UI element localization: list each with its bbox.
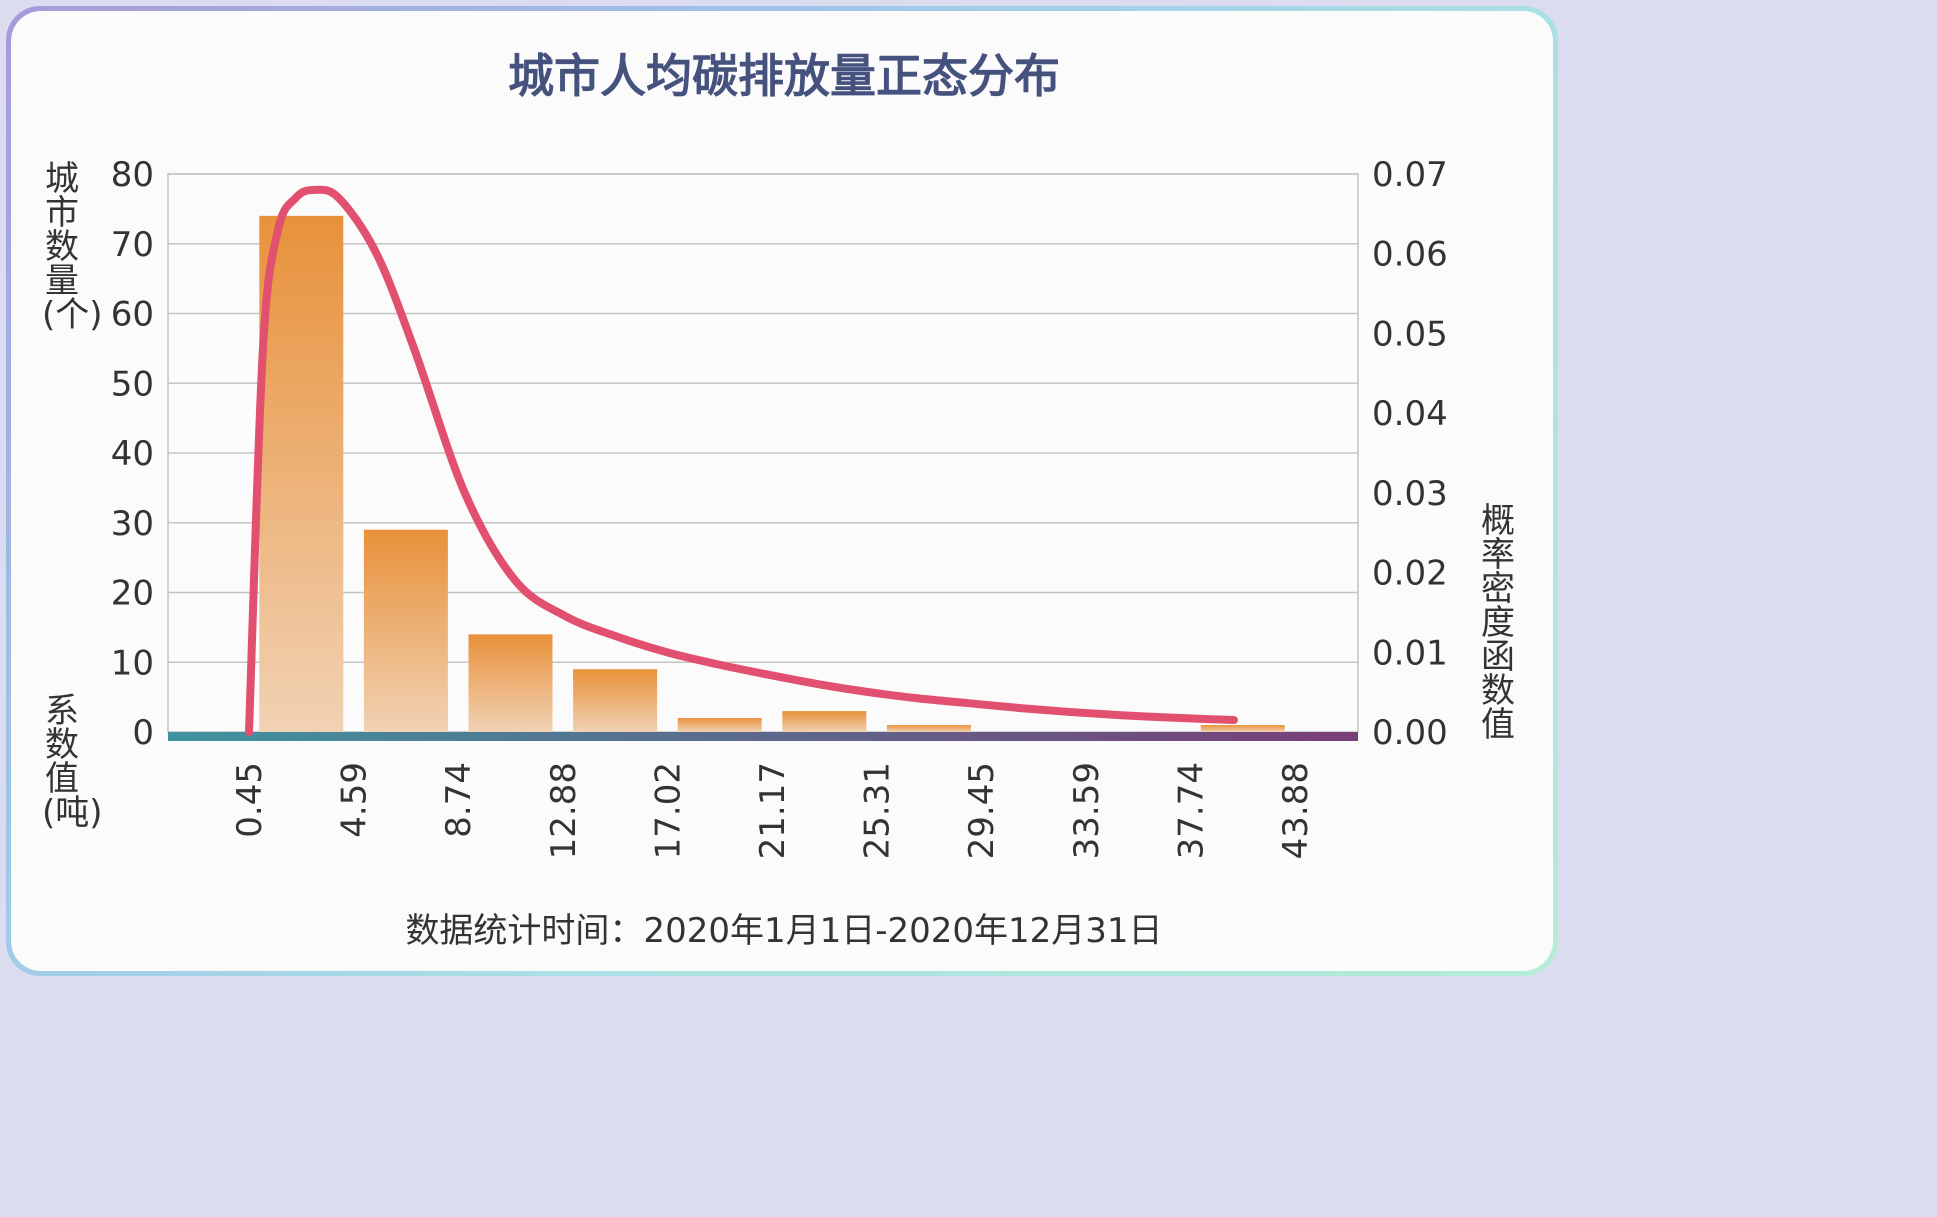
y2-tick-label: 0.03 — [1372, 474, 1448, 514]
y2-tick-label: 0.01 — [1372, 633, 1448, 673]
chart-frame — [6, 6, 1558, 976]
x-tick-label: 29.45 — [962, 762, 1002, 859]
y2-tick-label: 0.05 — [1372, 314, 1448, 354]
bar — [468, 634, 553, 732]
x-tick-label: 37.74 — [1171, 762, 1211, 859]
x-tick-label: 4.59 — [335, 762, 375, 838]
x-tick-label: 0.45 — [230, 762, 270, 838]
y-tick-label: 20 — [111, 574, 154, 614]
bar — [1200, 725, 1285, 732]
y2-axis-label: 概率密度函数值 — [1481, 501, 1515, 745]
x-tick-label: 43.88 — [1276, 762, 1316, 859]
x-tick-label: 17.02 — [648, 762, 688, 859]
y-tick-label: 70 — [111, 225, 154, 265]
y2-tick-label: 0.04 — [1372, 394, 1448, 434]
bars — [259, 215, 1285, 733]
x-tick-label: 21.17 — [753, 762, 793, 859]
left-axis-ticks: 0 10 20 30 40 50 60 70 80 — [111, 155, 154, 753]
x-axis-label: 系数值(吨) — [42, 691, 103, 833]
x-axis-ticks: 0.45 4.59 8.74 12.88 17.02 21.17 25.31 29.45 33.… — [230, 762, 1316, 859]
x-axis-baseline — [168, 732, 1358, 741]
y-axis-label: 城市数量(个) — [42, 159, 103, 335]
bar — [782, 711, 867, 732]
y2-tick-label: 0.00 — [1372, 713, 1448, 753]
y-tick-label: 80 — [111, 155, 154, 195]
bar — [886, 725, 971, 732]
chart-title: 城市人均碳排放量正态分布 — [508, 49, 1060, 103]
bar — [259, 215, 344, 733]
y-tick-label: 40 — [111, 434, 154, 474]
bar — [363, 529, 448, 732]
y2-tick-label: 0.07 — [1372, 155, 1448, 195]
bar — [677, 718, 762, 732]
y2-tick-label: 0.02 — [1372, 554, 1448, 594]
bar — [573, 669, 658, 732]
y-tick-label: 10 — [111, 643, 154, 683]
y-tick-label: 50 — [111, 364, 154, 404]
footnote: 数据统计时间：2020年1月1日-2020年12月31日 — [405, 911, 1162, 951]
right-axis-ticks: 0.00 0.01 0.02 0.03 0.04 0.05 0.06 0.07 — [1372, 155, 1448, 753]
y-tick-label: 30 — [111, 504, 154, 544]
y-tick-label: 60 — [111, 295, 154, 335]
y-tick-label: 0 — [132, 713, 154, 753]
x-tick-label: 8.74 — [439, 762, 479, 838]
density-curve — [245, 185, 1239, 736]
x-tick-label: 12.88 — [544, 762, 584, 859]
x-tick-label: 25.31 — [858, 762, 898, 859]
x-tick-label: 33.59 — [1067, 762, 1107, 859]
y2-tick-label: 0.06 — [1372, 235, 1448, 275]
gridlines — [167, 173, 1359, 733]
